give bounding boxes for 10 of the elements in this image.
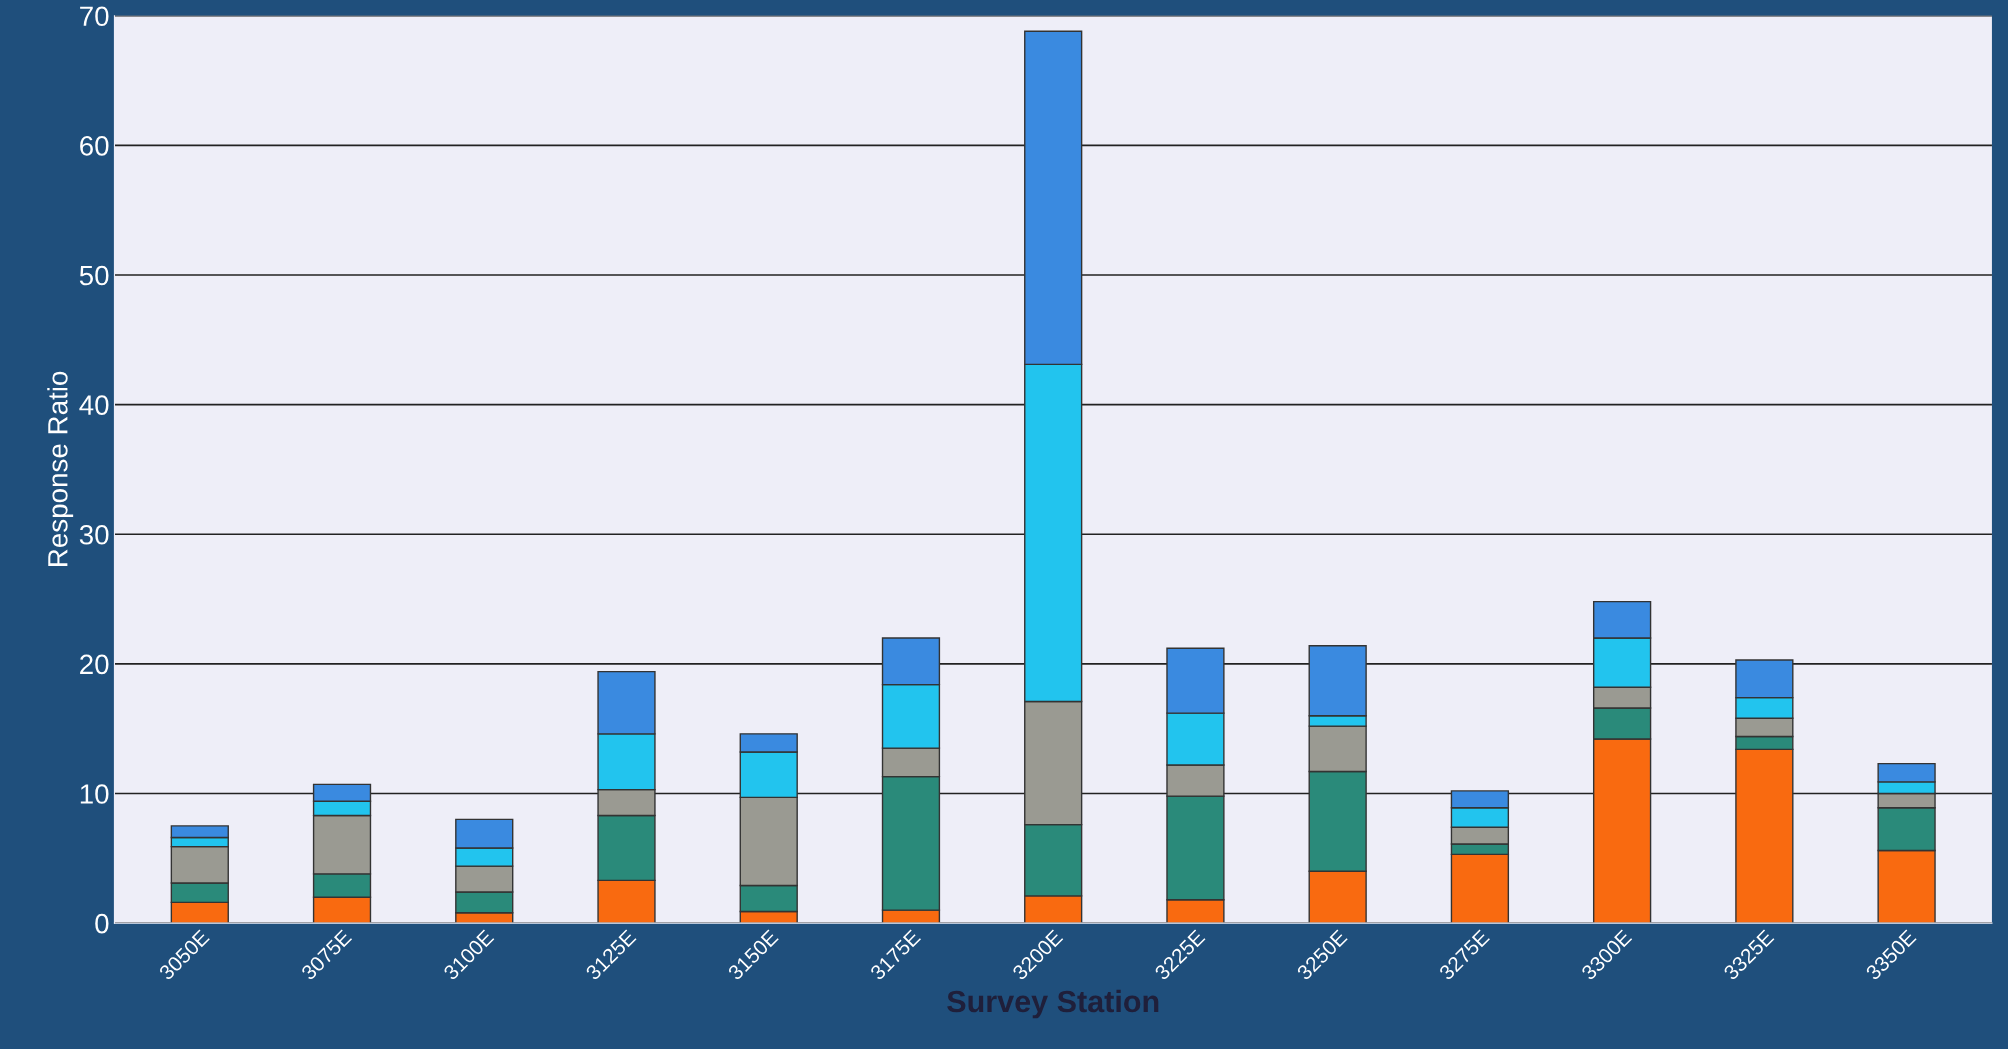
y-tick-label: 0 (95, 913, 109, 934)
y-tick-label: 20 (80, 654, 109, 675)
x-axis-title: Survey Station (947, 989, 1159, 1019)
y-tick-label: 70 (80, 6, 109, 27)
y-tick-label: 60 (80, 136, 109, 156)
y-tick-label: 10 (80, 784, 109, 804)
y-tick-label: 40 (79, 395, 109, 415)
y-axis-title: Response Ratio (47, 371, 74, 566)
y-tick-label: 30 (79, 524, 109, 545)
y-tick-label: 50 (79, 265, 109, 286)
